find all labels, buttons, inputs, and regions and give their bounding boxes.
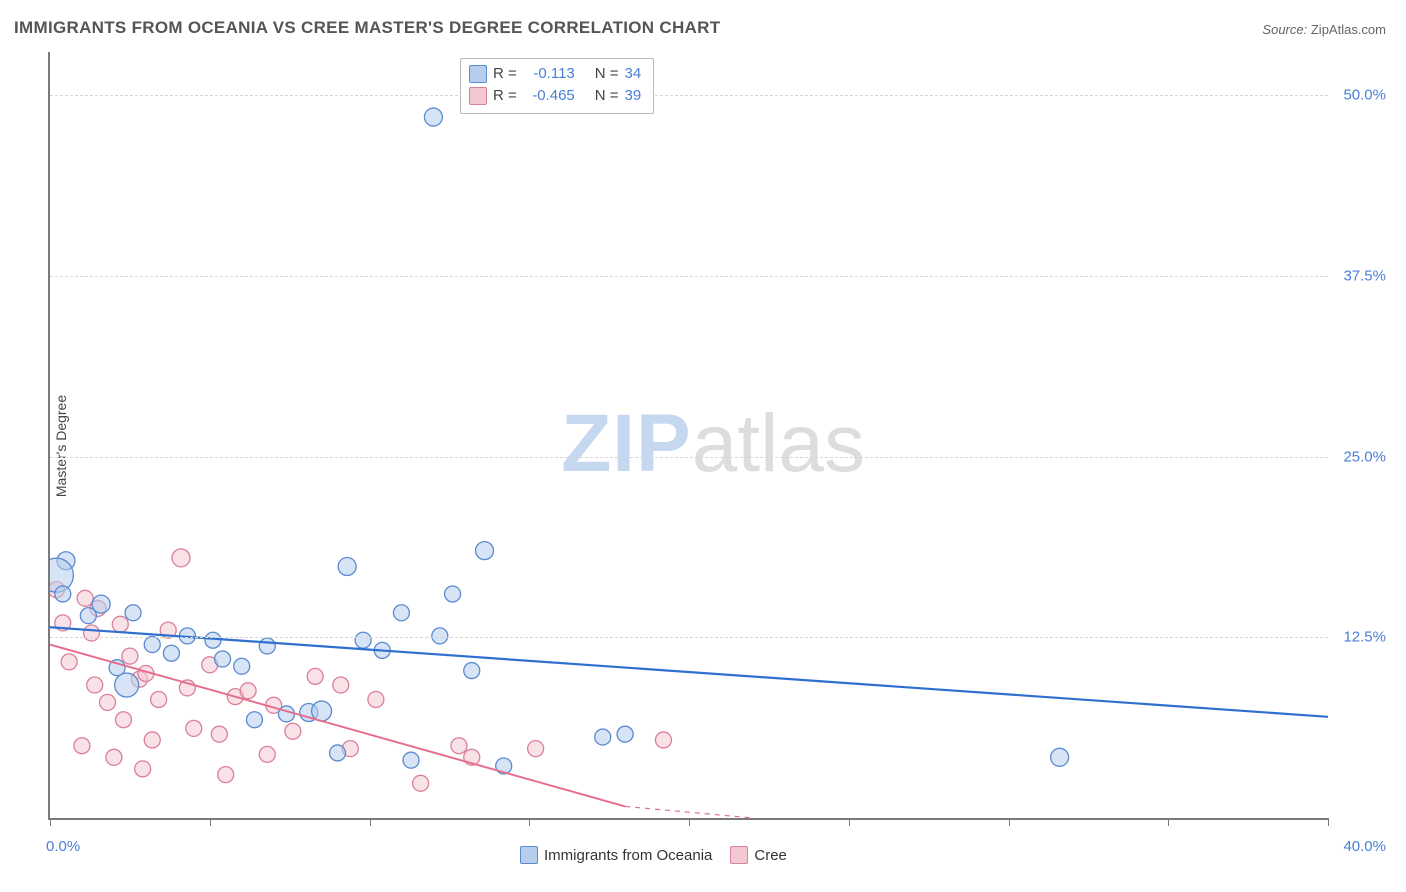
legend-item-blue: Immigrants from Oceania xyxy=(520,846,712,864)
legend-row-blue: R = -0.113 N = 34 xyxy=(469,63,641,85)
source-attribution: Source: ZipAtlas.com xyxy=(1262,22,1386,37)
x-tick-mark xyxy=(849,818,850,826)
point-pink xyxy=(106,749,122,765)
n-value-pink: 39 xyxy=(625,85,642,107)
point-pink xyxy=(151,691,167,707)
gridline xyxy=(50,276,1328,277)
legend-item-pink: Cree xyxy=(730,846,787,864)
x-axis-start-label: 0.0% xyxy=(46,838,80,855)
point-blue xyxy=(278,706,294,722)
point-blue xyxy=(617,726,633,742)
point-pink xyxy=(655,732,671,748)
point-blue xyxy=(330,745,346,761)
x-tick-mark xyxy=(1328,818,1329,826)
n-label-pink: N = xyxy=(595,85,619,107)
x-tick-mark xyxy=(1009,818,1010,826)
point-blue xyxy=(464,663,480,679)
point-blue xyxy=(55,586,71,602)
point-pink xyxy=(61,654,77,670)
point-blue xyxy=(163,645,179,661)
y-tick-label: 25.0% xyxy=(1343,448,1386,465)
swatch-blue-icon xyxy=(469,65,487,83)
point-pink xyxy=(135,761,151,777)
point-pink xyxy=(112,616,128,632)
point-blue xyxy=(445,586,461,602)
gridline xyxy=(50,457,1328,458)
point-blue xyxy=(432,628,448,644)
point-blue xyxy=(92,595,110,613)
x-axis-end-label: 40.0% xyxy=(1343,838,1386,855)
point-pink xyxy=(285,723,301,739)
point-blue xyxy=(424,108,442,126)
point-blue xyxy=(1051,748,1069,766)
swatch-pink-icon xyxy=(469,87,487,105)
point-pink xyxy=(259,746,275,762)
n-value-blue: 34 xyxy=(625,63,642,85)
trend-line-pink-dashed xyxy=(625,806,753,818)
point-pink xyxy=(115,712,131,728)
legend-row-pink: R = -0.465 N = 39 xyxy=(469,85,641,107)
swatch-pink-icon xyxy=(730,846,748,864)
point-blue xyxy=(393,605,409,621)
point-pink xyxy=(451,738,467,754)
source-name: ZipAtlas.com xyxy=(1311,22,1386,37)
x-tick-mark xyxy=(529,818,530,826)
point-blue xyxy=(125,605,141,621)
legend-series: Immigrants from Oceania Cree xyxy=(520,846,787,864)
point-blue xyxy=(338,558,356,576)
point-pink xyxy=(307,668,323,684)
series-name-pink: Cree xyxy=(754,847,787,864)
point-blue xyxy=(259,638,275,654)
point-blue xyxy=(234,658,250,674)
gridline xyxy=(50,95,1328,96)
point-blue xyxy=(115,673,139,697)
r-value-pink: -0.465 xyxy=(523,85,575,107)
point-blue xyxy=(476,542,494,560)
swatch-blue-icon xyxy=(520,846,538,864)
point-pink xyxy=(186,720,202,736)
point-pink xyxy=(144,732,160,748)
point-pink xyxy=(211,726,227,742)
point-pink xyxy=(172,549,190,567)
y-tick-label: 12.5% xyxy=(1343,629,1386,646)
point-pink xyxy=(368,691,384,707)
point-blue xyxy=(595,729,611,745)
y-tick-label: 37.5% xyxy=(1343,268,1386,285)
plot-area: ZIPatlas xyxy=(48,52,1328,820)
legend-correlation: R = -0.113 N = 34 R = -0.465 N = 39 xyxy=(460,58,654,114)
point-blue xyxy=(403,752,419,768)
plot-svg xyxy=(50,52,1328,818)
r-label-blue: R = xyxy=(493,63,517,85)
chart-title: IMMIGRANTS FROM OCEANIA VS CREE MASTER'S… xyxy=(14,18,720,38)
x-tick-mark xyxy=(689,818,690,826)
point-pink xyxy=(218,767,234,783)
point-pink xyxy=(333,677,349,693)
point-pink xyxy=(74,738,90,754)
point-blue xyxy=(215,651,231,667)
point-pink xyxy=(100,694,116,710)
point-blue xyxy=(144,637,160,653)
point-pink xyxy=(240,683,256,699)
point-pink xyxy=(84,625,100,641)
point-pink xyxy=(87,677,103,693)
point-blue xyxy=(205,632,221,648)
x-tick-mark xyxy=(210,818,211,826)
point-pink xyxy=(413,775,429,791)
point-blue xyxy=(246,712,262,728)
y-tick-label: 50.0% xyxy=(1343,87,1386,104)
x-tick-mark xyxy=(1168,818,1169,826)
trend-line-pink xyxy=(50,645,625,807)
point-blue xyxy=(355,632,371,648)
x-tick-mark xyxy=(50,818,51,826)
n-label-blue: N = xyxy=(595,63,619,85)
series-name-blue: Immigrants from Oceania xyxy=(544,847,712,864)
x-tick-mark xyxy=(370,818,371,826)
source-label: Source: xyxy=(1262,22,1307,37)
gridline xyxy=(50,637,1328,638)
point-pink xyxy=(122,648,138,664)
r-value-blue: -0.113 xyxy=(523,63,575,85)
r-label-pink: R = xyxy=(493,85,517,107)
chart-container: IMMIGRANTS FROM OCEANIA VS CREE MASTER'S… xyxy=(0,0,1406,892)
point-pink xyxy=(528,741,544,757)
